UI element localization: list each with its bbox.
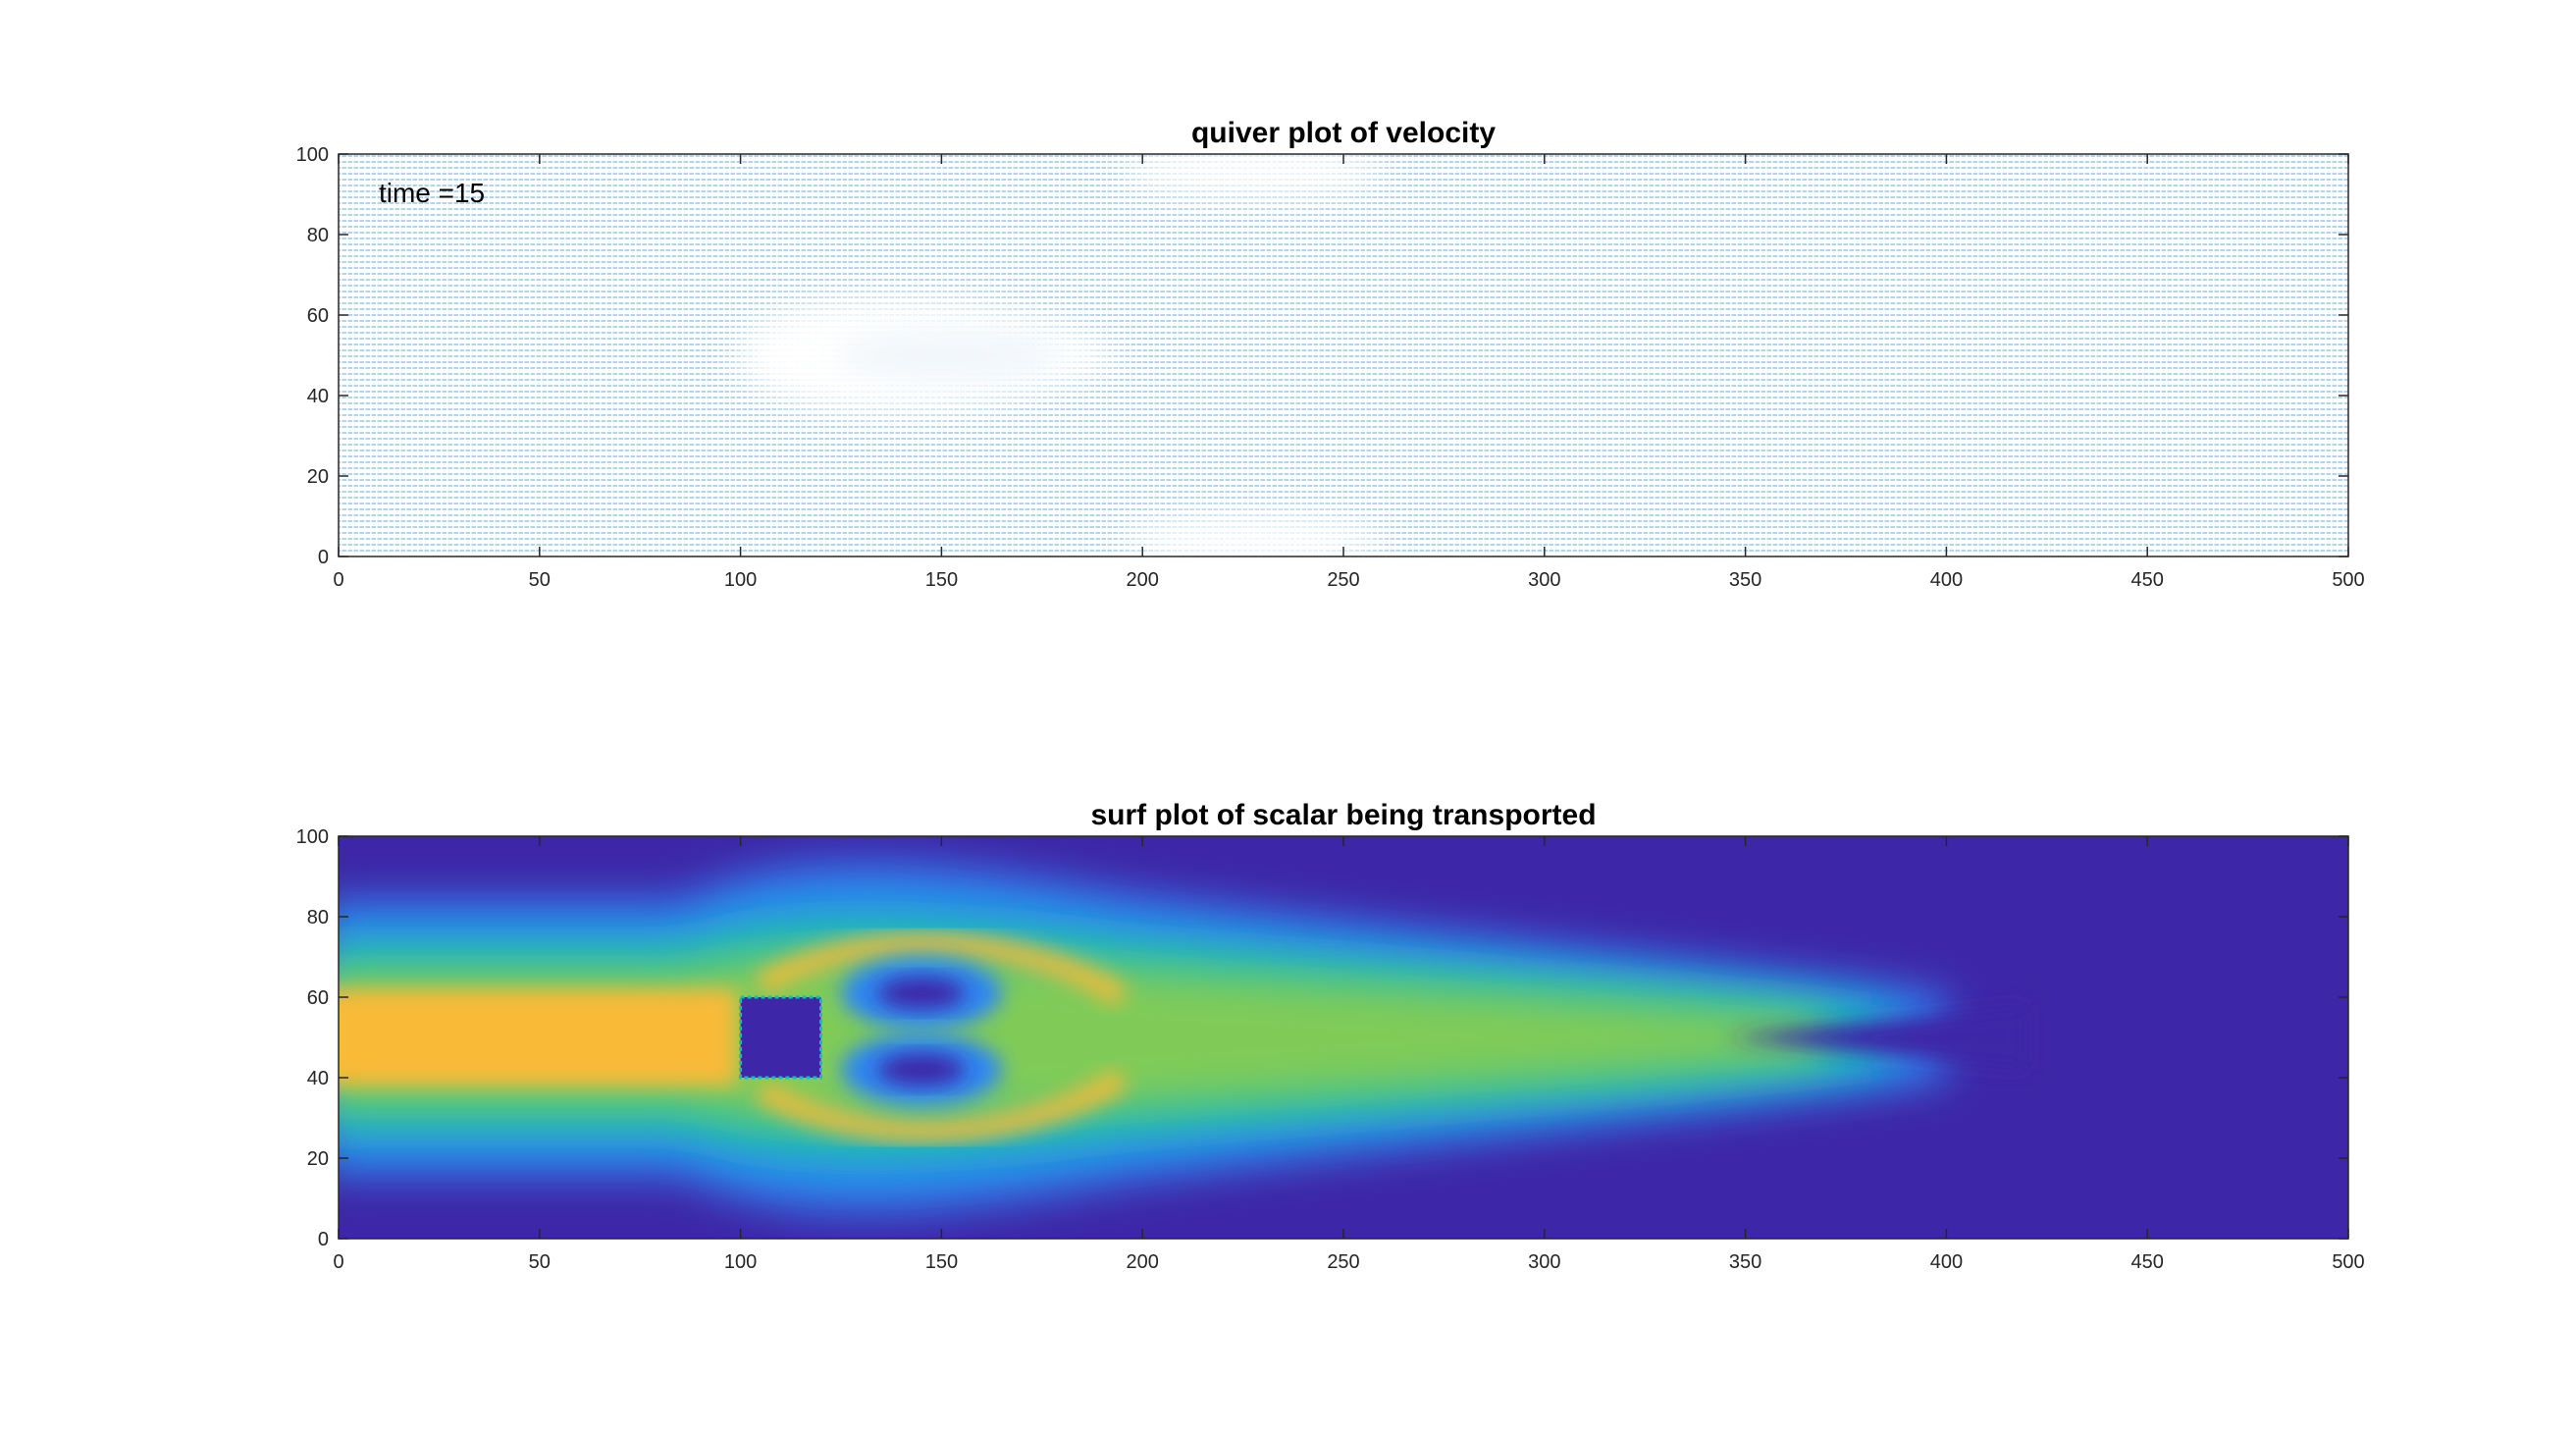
- surf-trailing-notch: [1725, 1005, 2027, 1070]
- surf-title: surf plot of scalar being transported: [1090, 799, 1596, 831]
- quiver-xtick-label: 450: [2131, 569, 2164, 591]
- quiver-ticks: 0 50 100 150 200 250 300 350 400 450 500 0 20 40 60 80 1…: [296, 144, 2365, 591]
- quiver-xtick-label: 100: [724, 569, 757, 591]
- surf-ticks: 0 50 100 150 200 250 300 350 400 450 500 0 20 40 60 80 1…: [296, 826, 2365, 1273]
- surf-xtick-label: 500: [2332, 1251, 2364, 1273]
- time-annotation: time =15: [379, 178, 485, 208]
- quiver-upper-band-region: [1123, 154, 1384, 194]
- quiver-xtick-label: 400: [1930, 569, 1963, 591]
- surf-ytick-label: 60: [307, 987, 329, 1009]
- quiver-lower-band-region: [1123, 516, 1384, 556]
- surf-ytick-label: 0: [318, 1229, 329, 1250]
- surf-upper-vortex-core: [876, 977, 966, 1010]
- quiver-ytick-label: 80: [307, 225, 329, 246]
- surf-xtick-label: 100: [724, 1251, 757, 1273]
- quiver-ytick-label: 60: [307, 305, 329, 327]
- surf-xtick-label: 150: [925, 1251, 958, 1273]
- surf-xtick-label: 450: [2131, 1251, 2164, 1273]
- quiver-xtick-label: 350: [1729, 569, 1761, 591]
- surf-xtick-label: 350: [1729, 1251, 1761, 1273]
- quiver-xtick-label: 150: [925, 569, 958, 591]
- quiver-xtick-label: 50: [529, 569, 551, 591]
- surf-axes: surf plot of scalar being transported 0 5…: [296, 799, 2365, 1273]
- quiver-ytick-label: 100: [296, 144, 329, 166]
- quiver-xtick-label: 300: [1528, 569, 1560, 591]
- surf-lower-shear-arc: [754, 1067, 1130, 1143]
- surf-upper-shear-arc: [754, 931, 1130, 1008]
- surf-xtick-label: 250: [1327, 1251, 1359, 1273]
- quiver-title: quiver plot of velocity: [1191, 117, 1496, 149]
- surf-xtick-label: 50: [529, 1251, 551, 1273]
- quiver-field: [339, 154, 2348, 556]
- surf-field: [339, 836, 2348, 1239]
- quiver-axes: quiver plot of velocity time =15 0 50 100 1…: [296, 117, 2365, 591]
- quiver-ytick-label: 0: [318, 547, 329, 568]
- surf-ytick-label: 100: [296, 826, 329, 848]
- surf-lower-vortex-core: [876, 1053, 966, 1086]
- surf-xtick-label: 200: [1127, 1251, 1159, 1273]
- surf-ytick-label: 80: [307, 907, 329, 928]
- surf-xtick-label: 0: [333, 1251, 343, 1273]
- quiver-ytick-label: 20: [307, 466, 329, 488]
- surf-xtick-label: 300: [1528, 1251, 1560, 1273]
- quiver-ytick-label: 40: [307, 386, 329, 407]
- surf-xtick-label: 400: [1930, 1251, 1963, 1273]
- surf-ytick-label: 40: [307, 1068, 329, 1089]
- surf-obstacle: [739, 995, 823, 1080]
- quiver-wake-core: [835, 328, 1066, 383]
- surf-inflow-core: [339, 988, 737, 1086]
- quiver-xtick-label: 500: [2332, 569, 2364, 591]
- surf-ytick-label: 20: [307, 1148, 329, 1170]
- quiver-xtick-label: 0: [333, 569, 343, 591]
- quiver-xtick-label: 250: [1327, 569, 1359, 591]
- quiver-xtick-label: 200: [1127, 569, 1159, 591]
